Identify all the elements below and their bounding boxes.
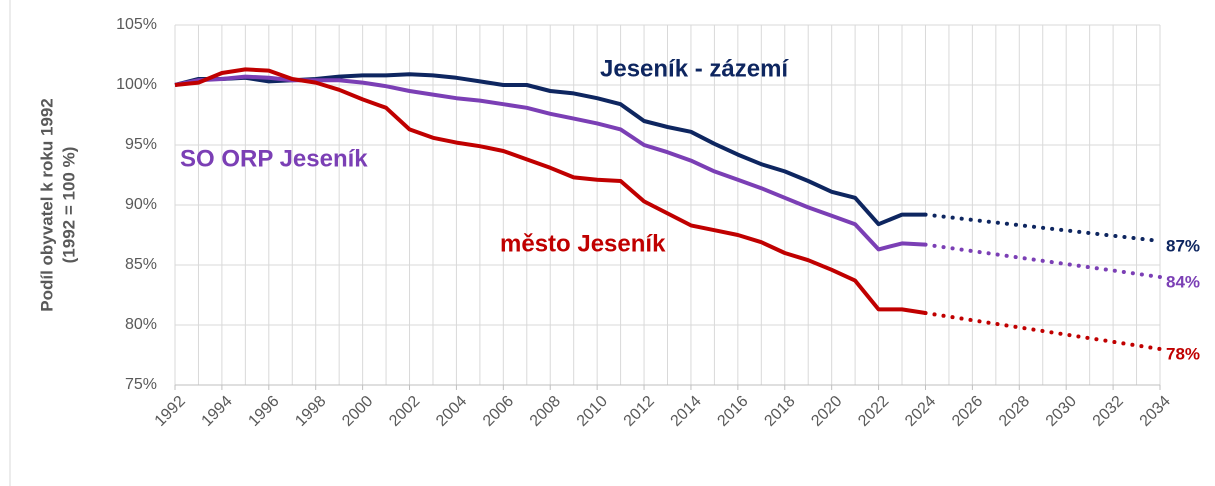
x-tick-label: 2018 <box>761 393 798 430</box>
series-line <box>174 67 926 315</box>
series-label: město Jeseník <box>500 230 666 257</box>
x-tick-label: 2028 <box>996 393 1033 430</box>
x-tick-label: 2010 <box>574 393 611 430</box>
y-tick-label: 80% <box>125 316 157 333</box>
end-label: 84% <box>1166 272 1200 291</box>
projection-line <box>923 242 1162 279</box>
x-tick-label: 1994 <box>199 393 236 430</box>
x-tick-label: 2006 <box>480 393 517 430</box>
x-tick-label: 1998 <box>292 393 329 430</box>
y-tick-label: 85% <box>125 256 157 273</box>
series-label: SO ORP Jeseník <box>180 145 368 172</box>
x-tick-label: 2034 <box>1137 393 1174 430</box>
series-label: Jeseník - zázemí <box>600 55 789 82</box>
y-tick-label: 95% <box>125 136 157 153</box>
y-tick-label: 90% <box>125 196 157 213</box>
x-tick-label: 2024 <box>902 393 939 430</box>
x-tick-label: 2014 <box>668 393 705 430</box>
x-tick-label: 2016 <box>714 393 751 430</box>
y-tick-label: 100% <box>116 76 157 93</box>
x-tick-label: 1992 <box>152 393 189 430</box>
x-tick-label: 1996 <box>245 393 282 430</box>
projection-line <box>923 212 1162 243</box>
projection-line <box>923 311 1162 351</box>
x-tick-label: 2022 <box>855 393 892 430</box>
y-axis-title: (1992 = 100 %) <box>59 147 78 264</box>
y-axis-title: Podíl obyvatel k roku 1992 <box>37 98 56 312</box>
chart-frame <box>9 0 11 486</box>
x-tick-label: 2030 <box>1043 393 1080 430</box>
x-tick-label: 2020 <box>808 393 845 430</box>
end-label: 87% <box>1166 236 1200 255</box>
end-label: 78% <box>1166 344 1200 363</box>
x-tick-label: 2032 <box>1090 393 1127 430</box>
x-tick-label: 2000 <box>339 393 376 430</box>
x-tick-label: 2026 <box>949 393 986 430</box>
y-tick-label: 75% <box>125 376 157 393</box>
x-tick-label: 2008 <box>527 393 564 430</box>
x-tick-label: 2012 <box>621 393 658 430</box>
x-tick-label: 2002 <box>386 393 423 430</box>
x-tick-label: 2004 <box>433 393 470 430</box>
y-tick-label: 105% <box>116 16 157 33</box>
